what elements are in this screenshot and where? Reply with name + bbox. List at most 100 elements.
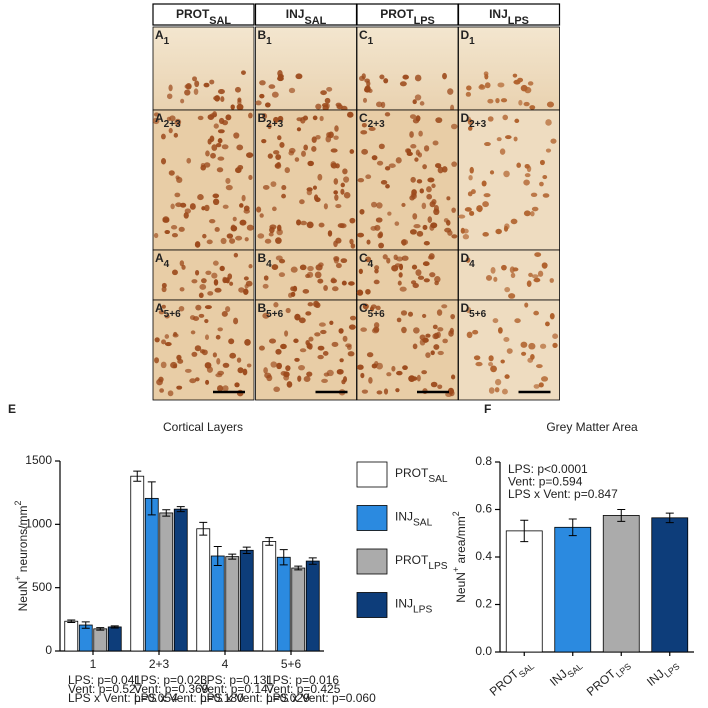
neuron	[542, 175, 548, 180]
stats-note: LPS x Vent: p=0.060	[266, 691, 376, 705]
neuron	[194, 241, 201, 248]
neuron	[273, 116, 279, 123]
bar	[196, 528, 211, 652]
panel-letter: A	[155, 251, 164, 265]
panel-label: D2+3	[461, 111, 487, 130]
bar	[64, 620, 79, 652]
neuron	[279, 141, 285, 148]
neuron	[189, 203, 196, 210]
neuron	[421, 202, 427, 210]
neuron	[295, 73, 303, 80]
neuron	[191, 351, 198, 357]
neuron	[221, 120, 229, 126]
neuron	[264, 102, 271, 108]
neuron	[520, 341, 528, 348]
neuron	[258, 345, 265, 351]
neuron	[313, 194, 319, 201]
neuron	[299, 264, 307, 271]
text-part: neurons/mm	[16, 506, 30, 576]
neuron	[337, 223, 345, 229]
neuron	[314, 302, 321, 309]
neuron	[342, 168, 348, 175]
neuron	[267, 123, 272, 130]
neuron	[207, 291, 214, 296]
panel-layer: 5+6	[266, 309, 283, 320]
neuron	[412, 99, 417, 105]
text-part: PROT	[395, 553, 429, 567]
neuron	[243, 205, 250, 212]
panel-letter: C	[359, 111, 368, 125]
neuron	[340, 258, 348, 264]
neuron	[330, 148, 338, 153]
neuron	[236, 357, 242, 363]
neuron	[540, 343, 547, 349]
neuron	[324, 97, 331, 104]
neuron	[170, 203, 175, 210]
neuron	[401, 202, 406, 207]
neuron	[234, 86, 242, 93]
neuron	[361, 122, 367, 128]
neuron	[263, 275, 269, 281]
neuron	[225, 177, 231, 184]
neuron	[437, 350, 444, 356]
neuron	[203, 82, 210, 88]
neuron	[246, 363, 252, 368]
neuron	[409, 114, 417, 119]
neuron	[208, 218, 216, 224]
neuron	[343, 192, 351, 199]
neuron	[168, 84, 173, 92]
neuron	[204, 305, 212, 310]
neuron	[502, 114, 509, 121]
neuron	[225, 184, 233, 191]
neuron	[256, 206, 262, 213]
panel-layer: 2+3	[368, 119, 385, 130]
bar	[239, 549, 254, 652]
neuron	[161, 339, 167, 345]
neuron	[213, 279, 219, 286]
neuron	[154, 337, 160, 343]
neuron	[427, 216, 433, 224]
neuron	[156, 378, 163, 386]
neuron	[503, 225, 509, 232]
neuron	[410, 144, 417, 149]
neuron	[229, 238, 236, 244]
neuron	[516, 162, 522, 168]
panel-letter: A	[155, 111, 164, 125]
neuron	[523, 101, 530, 107]
neuron	[341, 280, 347, 286]
text-part: NeuN	[16, 581, 30, 612]
neuron	[267, 153, 273, 159]
neuron	[417, 275, 425, 280]
bar	[276, 556, 291, 652]
neuron	[273, 386, 281, 393]
neuron	[342, 335, 348, 342]
neuron	[494, 387, 500, 393]
neuron	[441, 166, 448, 173]
chart-title: Cortical Layers	[163, 420, 243, 434]
neuron	[450, 123, 458, 130]
neuron	[375, 305, 381, 311]
neuron	[347, 111, 354, 118]
neuron	[429, 201, 436, 208]
neuron	[391, 365, 396, 372]
neuron	[450, 313, 456, 320]
neuron	[552, 333, 559, 339]
neuron	[546, 101, 555, 108]
neuron	[386, 372, 392, 377]
neuron	[246, 152, 254, 159]
neuron	[230, 225, 236, 232]
neuron	[317, 173, 323, 181]
panel-layer: 1	[469, 36, 475, 47]
neuron	[468, 174, 473, 181]
neuron	[433, 344, 440, 350]
neuron	[244, 237, 249, 242]
neuron	[330, 278, 338, 284]
neuron	[484, 142, 491, 147]
neuron	[434, 280, 439, 286]
neuron	[416, 179, 423, 184]
neuron	[226, 233, 234, 239]
neuron	[283, 371, 290, 378]
neuron	[530, 192, 538, 197]
neuron	[497, 327, 503, 334]
panel-layer: 4	[368, 259, 374, 270]
